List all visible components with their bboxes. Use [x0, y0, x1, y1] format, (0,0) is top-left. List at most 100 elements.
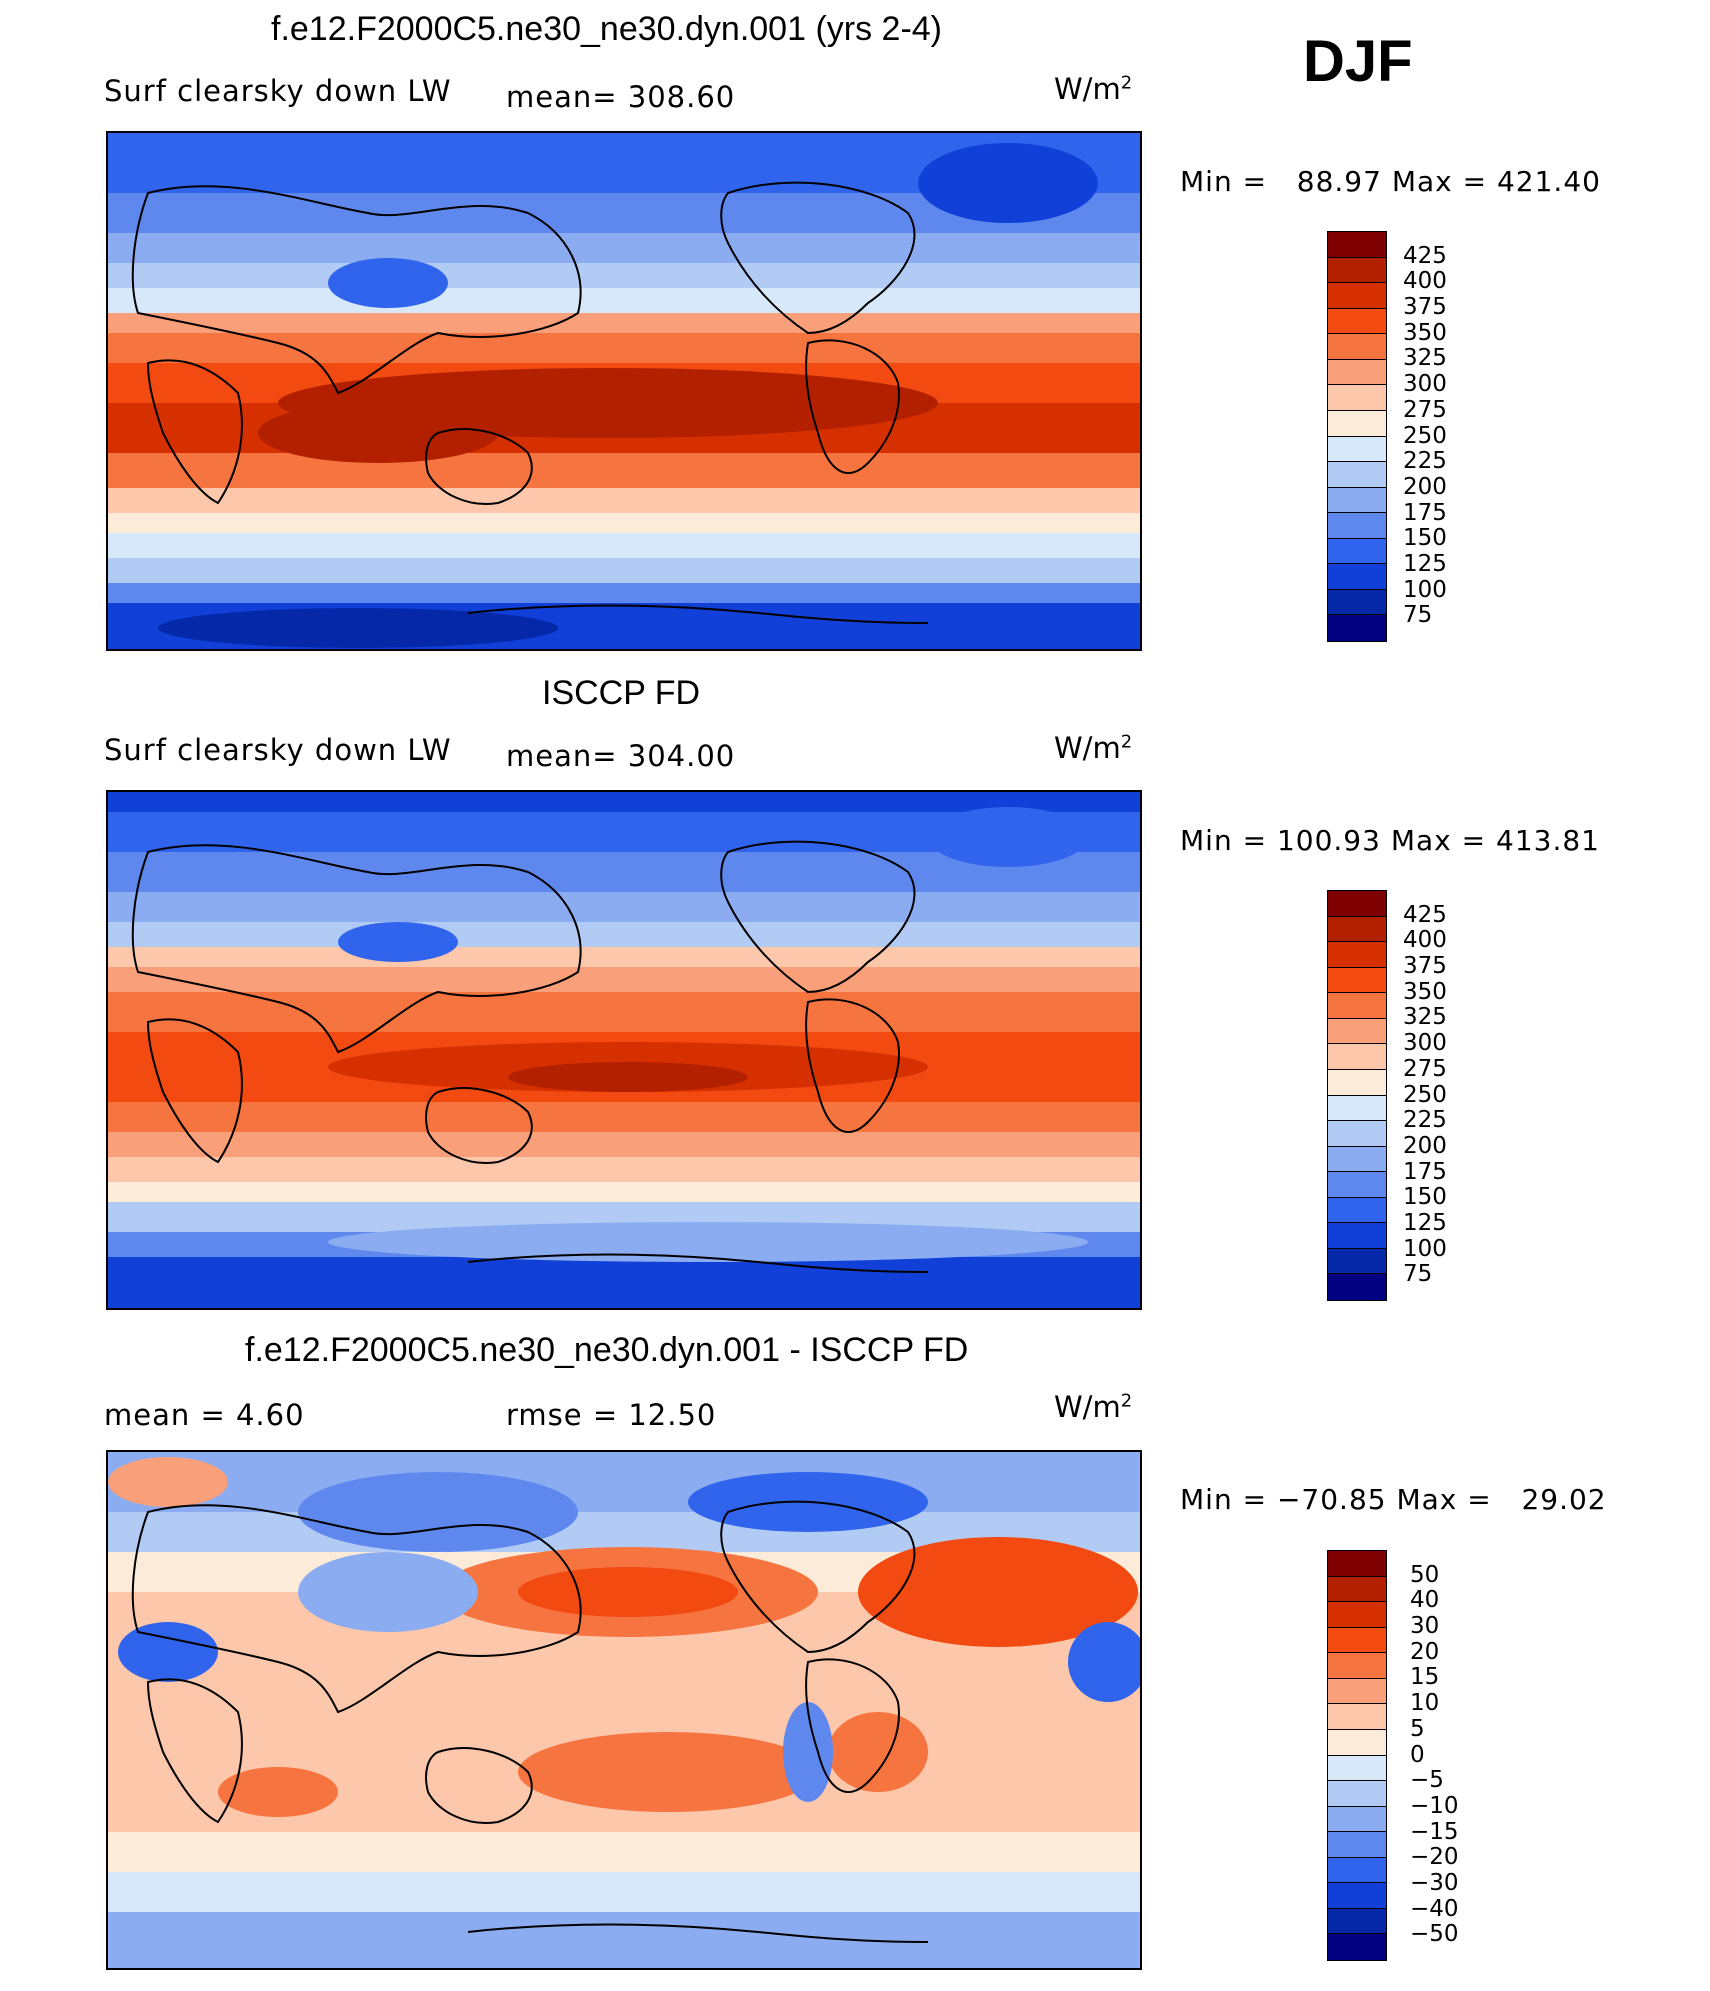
panel1-title: f.e12.F2000C5.ne30_ne30.dyn.001 (yrs 2-4…: [271, 10, 943, 48]
colorbar-tick-label: −50: [1410, 1921, 1459, 1948]
colorbar-swatch: [1328, 1197, 1386, 1224]
panel3-units: W/m2: [1054, 1390, 1133, 1424]
colorbar-swatch: [1328, 993, 1386, 1019]
panel3-minmax: Min = −70.85 Max = 29.02: [1180, 1483, 1607, 1516]
colorbar-swatch: [1328, 1172, 1386, 1198]
colorbar-tick-label: 5: [1410, 1715, 1425, 1742]
panel3-title: f.e12.F2000C5.ne30_ne30.dyn.001 - ISCCP …: [245, 1331, 969, 1369]
colorbar-swatch: [1328, 1576, 1386, 1603]
colorbar-tick-label: 100: [1403, 1235, 1447, 1262]
panel1-mean-label: mean= 308.60: [506, 80, 736, 114]
colorbar-swatch: [1328, 1781, 1386, 1807]
colorbar-tick-label: 15: [1410, 1664, 1440, 1691]
colorbar-tick-label: −10: [1410, 1792, 1459, 1819]
colorbar-swatch: [1328, 436, 1386, 463]
colorbar-swatch: [1328, 385, 1386, 411]
colorbar-swatch: [1328, 1627, 1386, 1654]
colorbar-swatch: [1328, 1832, 1386, 1858]
panel1-units: W/m2: [1054, 72, 1133, 106]
colorbar-swatch: [1328, 1223, 1386, 1249]
colorbar-tick-label: 40: [1410, 1587, 1440, 1614]
colorbar-swatch: [1328, 891, 1386, 917]
colorbar-tick-label: 10: [1410, 1690, 1440, 1717]
panel3-rmse-label: rmse = 12.50: [506, 1398, 717, 1432]
colorbar-swatch: [1328, 1602, 1386, 1628]
colorbar-tick-label: 225: [1403, 1107, 1447, 1134]
colorbar-swatch: [1328, 1729, 1386, 1756]
colorbar-swatch: [1328, 1121, 1386, 1147]
colorbar-tick-label: −30: [1410, 1869, 1459, 1896]
colorbar-tick-label: 125: [1403, 550, 1447, 577]
colorbar-tick-label: 350: [1403, 978, 1447, 1005]
colorbar-tick-label: 125: [1403, 1209, 1447, 1236]
colorbar-swatch: [1328, 1018, 1386, 1045]
colorbar-tick-label: 275: [1403, 396, 1447, 423]
panel2-units: W/m2: [1054, 731, 1133, 765]
panel2-map: [106, 790, 1142, 1310]
colorbar-tick-label: 400: [1403, 927, 1447, 954]
colorbar-tick-label: 275: [1403, 1055, 1447, 1082]
colorbar-tick-label: 250: [1403, 422, 1447, 449]
panel1-variable-label: Surf clearsky down LW: [104, 74, 452, 108]
panel1-map: [106, 131, 1142, 651]
colorbar-swatch: [1328, 916, 1386, 943]
colorbar-tick-label: 225: [1403, 448, 1447, 475]
panel1-colorbar: [1327, 231, 1387, 642]
colorbar-swatch: [1328, 359, 1386, 386]
colorbar-swatch: [1328, 1704, 1386, 1730]
colorbar-tick-label: 325: [1403, 345, 1447, 372]
colorbar-tick-label: 200: [1403, 473, 1447, 500]
colorbar-swatch: [1328, 1653, 1386, 1679]
colorbar-tick-label: 75: [1403, 602, 1433, 629]
colorbar-swatch: [1328, 967, 1386, 994]
colorbar-swatch: [1328, 232, 1386, 258]
colorbar-tick-label: 325: [1403, 1004, 1447, 1031]
colorbar-tick-label: −15: [1410, 1818, 1459, 1845]
colorbar-tick-label: 150: [1403, 525, 1447, 552]
panel2-colorbar: [1327, 890, 1387, 1301]
colorbar-swatch: [1328, 308, 1386, 335]
colorbar-swatch: [1328, 513, 1386, 539]
colorbar-swatch: [1328, 1551, 1386, 1577]
colorbar-tick-label: 300: [1403, 1030, 1447, 1057]
colorbar-swatch: [1328, 564, 1386, 590]
panel2-variable-label: Surf clearsky down LW: [104, 733, 452, 767]
colorbar-tick-label: 0: [1410, 1741, 1425, 1768]
colorbar-tick-label: 250: [1403, 1081, 1447, 1108]
colorbar-swatch: [1328, 538, 1386, 565]
colorbar-swatch: [1328, 283, 1386, 309]
panel2-map-field: [108, 792, 1140, 1308]
colorbar-swatch: [1328, 1806, 1386, 1833]
panel2-minmax: Min = 100.93 Max = 413.81: [1180, 824, 1600, 857]
colorbar-tick-label: 150: [1403, 1184, 1447, 1211]
panel2-title: ISCCP FD: [542, 674, 701, 712]
colorbar-tick-label: 100: [1403, 576, 1447, 603]
panel2-mean-label: mean= 304.00: [506, 739, 736, 773]
colorbar-tick-label: 175: [1403, 1158, 1447, 1185]
colorbar-swatch: [1328, 1095, 1386, 1122]
panel3-map: [106, 1450, 1142, 1970]
panel3-map-field: [108, 1452, 1140, 1968]
colorbar-swatch: [1328, 942, 1386, 968]
colorbar-tick-label: 30: [1410, 1613, 1440, 1640]
colorbar-swatch: [1328, 1908, 1386, 1935]
colorbar-swatch: [1328, 1248, 1386, 1275]
colorbar-swatch: [1328, 1883, 1386, 1909]
colorbar-swatch: [1328, 615, 1386, 641]
colorbar-tick-label: 200: [1403, 1132, 1447, 1159]
colorbar-tick-label: 375: [1403, 953, 1447, 980]
colorbar-swatch: [1328, 1044, 1386, 1070]
colorbar-swatch: [1328, 1146, 1386, 1173]
colorbar-tick-label: 75: [1403, 1261, 1433, 1288]
season-label: DJF: [1303, 29, 1413, 94]
colorbar-tick-label: 20: [1410, 1638, 1440, 1665]
colorbar-swatch: [1328, 1755, 1386, 1782]
colorbar-swatch: [1328, 487, 1386, 514]
colorbar-swatch: [1328, 1274, 1386, 1300]
colorbar-tick-label: −5: [1410, 1767, 1444, 1794]
colorbar-swatch: [1328, 334, 1386, 360]
colorbar-swatch: [1328, 1934, 1386, 1960]
colorbar-swatch: [1328, 410, 1386, 437]
colorbar-swatch: [1328, 257, 1386, 284]
panel1-minmax: Min = 88.97 Max = 421.40: [1180, 165, 1601, 198]
